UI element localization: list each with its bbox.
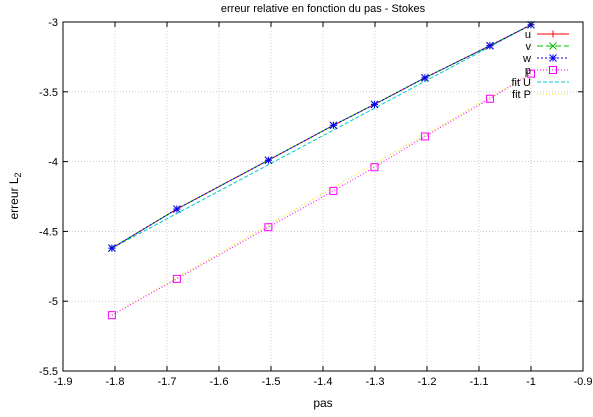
point-p-box [264, 223, 273, 232]
legend-marker [549, 42, 557, 50]
point-p-box [329, 186, 338, 195]
legend-marker-d2 [549, 54, 557, 62]
x-axis-label: pas [313, 396, 332, 410]
x-tick-label: -1.9 [54, 376, 73, 388]
x-tick-label: -1.8 [106, 376, 125, 388]
series-lines [111, 24, 532, 316]
point-w-d2 [264, 156, 273, 165]
point-w-d2 [108, 244, 116, 253]
x-tick-label: -1.3 [366, 376, 385, 388]
legend-label-w: w [522, 53, 531, 65]
y-tick-label: -5 [48, 296, 58, 308]
point-w-d2 [486, 41, 494, 50]
legend-marker [549, 54, 557, 62]
point-w-d2 [370, 100, 379, 109]
point-w-d2 [173, 205, 181, 213]
legend-marker [549, 66, 557, 74]
series-markers [107, 20, 535, 320]
x-tick-label: -1.6 [210, 376, 229, 388]
legend-label-v: v [526, 41, 532, 53]
y-tick-label: -4 [48, 157, 58, 169]
point-w [108, 244, 116, 253]
point-p [264, 223, 273, 232]
legend-marker-box [549, 66, 557, 74]
y-axis-label: erreur L2 [7, 172, 23, 219]
point-w [421, 73, 429, 82]
point-p [370, 163, 379, 172]
legend-label-u: u [525, 29, 531, 41]
point-w-d2 [421, 73, 429, 82]
fit-line-fit-p [111, 73, 532, 316]
point-p [107, 311, 116, 320]
point-p-box [527, 69, 535, 78]
y-tick-label: -5.5 [39, 366, 58, 378]
x-tick-label: -1.1 [470, 376, 489, 388]
x-tick-label: -1.5 [262, 376, 281, 388]
point-w [264, 156, 273, 165]
point-w-d2 [329, 121, 338, 130]
point-p-box [107, 311, 116, 320]
x-tick-label: -1.4 [314, 376, 333, 388]
y-tick-label: -3.5 [39, 87, 58, 99]
point-p-box [172, 274, 181, 283]
point-w [370, 100, 379, 109]
y-axis-label-main: erreur L [7, 177, 21, 219]
series-line-w [111, 24, 532, 249]
x-tick-label: -1 [526, 376, 536, 388]
x-tick-label: -0.9 [574, 376, 593, 388]
x-tick-label: -1.2 [418, 376, 437, 388]
legend-label-fit-p: fit P [512, 89, 531, 101]
legend-label-fit-u: fit U [511, 77, 531, 89]
point-p [420, 132, 429, 141]
point-w [329, 121, 338, 130]
legend-label-p: p [525, 65, 531, 77]
series-line-p [111, 73, 532, 316]
point-p-box [420, 132, 429, 141]
point-p [485, 94, 494, 103]
y-tick-label: -3 [48, 17, 58, 29]
point-w [173, 205, 181, 213]
fit-line-fit-u [111, 24, 532, 249]
y-tick-label: -4.5 [39, 226, 58, 238]
grid-layer [63, 22, 583, 371]
axis-ticks: -1.9 -1.8 -1.7 -1.6 -1.5 -1.4 -1.3 -1.2 -1.1 -1 -0… [39, 17, 592, 388]
legend-marker-d2 [549, 42, 557, 50]
point-w [486, 41, 494, 50]
point-p [527, 69, 535, 78]
y-axis-label-subscript: 2 [13, 172, 23, 177]
chart-title: erreur relative en fonction du pas - Sto… [221, 3, 426, 15]
point-p [172, 274, 181, 283]
point-p-box [485, 94, 494, 103]
x-tick-label: -1.7 [158, 376, 177, 388]
point-p-box [370, 163, 379, 172]
point-p [329, 186, 338, 195]
legend-marker [549, 30, 557, 38]
